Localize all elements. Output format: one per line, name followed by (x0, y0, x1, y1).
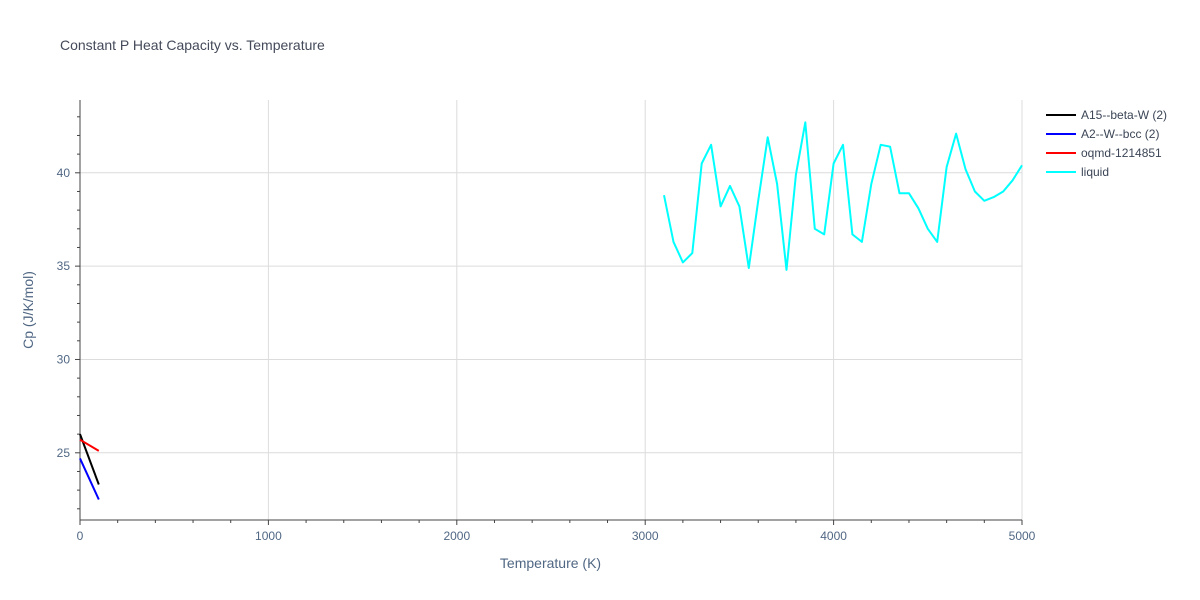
x-tick-label: 3000 (632, 529, 659, 543)
legend-label: oqmd-1214851 (1081, 146, 1162, 160)
y-tick-label: 30 (57, 352, 71, 366)
series-line-oqmd-1214851 (79, 438, 100, 452)
legend-label: A2--W--bcc (2) (1081, 127, 1159, 141)
y-axis-title: Cp (J/K/mol) (20, 271, 36, 349)
axes: 0 1000 2000 3000 4000 5000 25 30 35 40 (57, 100, 1036, 543)
x-tick-label: 5000 (1009, 529, 1036, 543)
x-tick-label: 1000 (255, 529, 282, 543)
legend-item-a15-beta-w-2[interactable]: A15--beta-W (2) (1046, 108, 1167, 122)
y-tick-label: 40 (57, 166, 71, 180)
legend-item-oqmd-1214851[interactable]: oqmd-1214851 (1046, 146, 1162, 160)
series-layer (79, 121, 1023, 500)
chart-title: Constant P Heat Capacity vs. Temperature (60, 37, 325, 53)
x-tick-label: 0 (77, 529, 84, 543)
legend[interactable]: A15--beta-W (2) A2--W--bcc (2) oqmd-121485… (1046, 108, 1167, 179)
x-axis-title: Temperature (K) (500, 555, 601, 571)
legend-item-liquid[interactable]: liquid (1046, 165, 1109, 179)
series-line-liquid (663, 121, 1023, 271)
legend-item-a2-w-bcc-2[interactable]: A2--W--bcc (2) (1046, 127, 1159, 141)
x-tick-label: 2000 (443, 529, 470, 543)
legend-label: liquid (1081, 165, 1109, 179)
legend-label: A15--beta-W (2) (1081, 108, 1167, 122)
y-tick-label: 25 (57, 446, 71, 460)
y-tick-label: 35 (57, 259, 71, 273)
series-line-a2-w-bcc-2 (79, 457, 100, 500)
grid-lines (80, 100, 1023, 520)
x-tick-label: 4000 (820, 529, 847, 543)
